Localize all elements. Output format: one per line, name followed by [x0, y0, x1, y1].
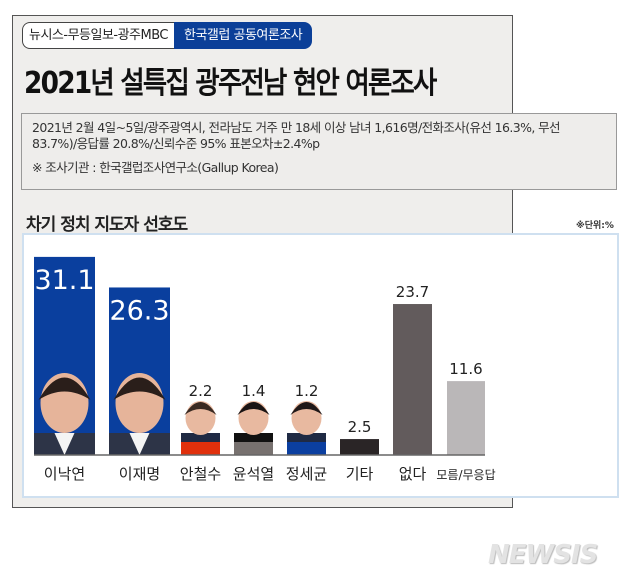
- chart-title: 차기 정치 지도자 선호도: [26, 215, 188, 235]
- value-label: 23.7: [396, 283, 429, 301]
- portrait-hair: [113, 377, 166, 400]
- survey-agency: ※ 조사기관 : 한국갤럽조사연구소(Gallup Korea): [32, 160, 279, 175]
- bar: [234, 442, 273, 455]
- bar-chart: 31.1 이낙연 26.3 이재명 2.2 안철수 1.4 윤석열 1.2 정세균 2.5 기타 23.…: [34, 256, 496, 483]
- bar: [447, 381, 485, 455]
- value-label: 1.4: [242, 382, 266, 400]
- portrait-suit: [287, 433, 326, 442]
- portrait-hair: [184, 402, 217, 415]
- header-pill: 뉴시스-무등일보-광주MBC 한국갤럽 공동여론조사: [22, 22, 313, 49]
- portrait-hair: [237, 402, 270, 415]
- value-label: 2.2: [189, 382, 213, 400]
- value-label: 2.5: [348, 418, 372, 436]
- portrait-suit: [181, 433, 220, 442]
- value-label: 11.6: [449, 360, 482, 378]
- portrait-suit: [234, 433, 273, 442]
- portrait-hair: [290, 402, 323, 415]
- value-label: 1.2: [295, 382, 319, 400]
- partners-label: 뉴시스-무등일보-광주MBC: [22, 22, 175, 49]
- survey-info-box: 2021년 2월 4일~5일/광주광역시, 전라남도 거주 만 18세 이상 남…: [21, 113, 617, 190]
- bar: [181, 442, 220, 455]
- newsis-watermark: NEWSIS: [488, 540, 598, 570]
- bar: [393, 304, 432, 455]
- category-label: 이낙연: [44, 465, 85, 483]
- bar: [340, 439, 379, 455]
- category-label: 없다: [399, 465, 427, 483]
- category-label: 이재명: [119, 465, 160, 483]
- chart-panel: 31.1 이낙연 26.3 이재명 2.2 안철수 1.4 윤석열 1.2 정세균 2.5 기타 23.…: [22, 233, 619, 498]
- category-label: 모름/무응답: [436, 468, 495, 482]
- portrait-hair: [38, 377, 91, 400]
- survey-tag: 한국갤럽 공동여론조사: [174, 22, 313, 49]
- bar: [287, 442, 326, 455]
- page-title: 2021년 설특집 광주전남 현안 여론조사: [24, 66, 437, 101]
- category-label: 기타: [346, 465, 374, 483]
- category-label: 정세균: [286, 465, 328, 483]
- portrait-shirt: [129, 433, 150, 455]
- category-label: 윤석열: [233, 465, 274, 483]
- portrait-shirt: [54, 433, 75, 455]
- category-label: 안철수: [180, 465, 221, 483]
- value-label: 26.3: [109, 295, 169, 326]
- survey-method: 2021년 2월 4일~5일/광주광역시, 전라남도 거주 만 18세 이상 남…: [32, 120, 561, 151]
- unit-note: ※단위:%: [576, 221, 614, 231]
- value-label: 31.1: [34, 265, 94, 296]
